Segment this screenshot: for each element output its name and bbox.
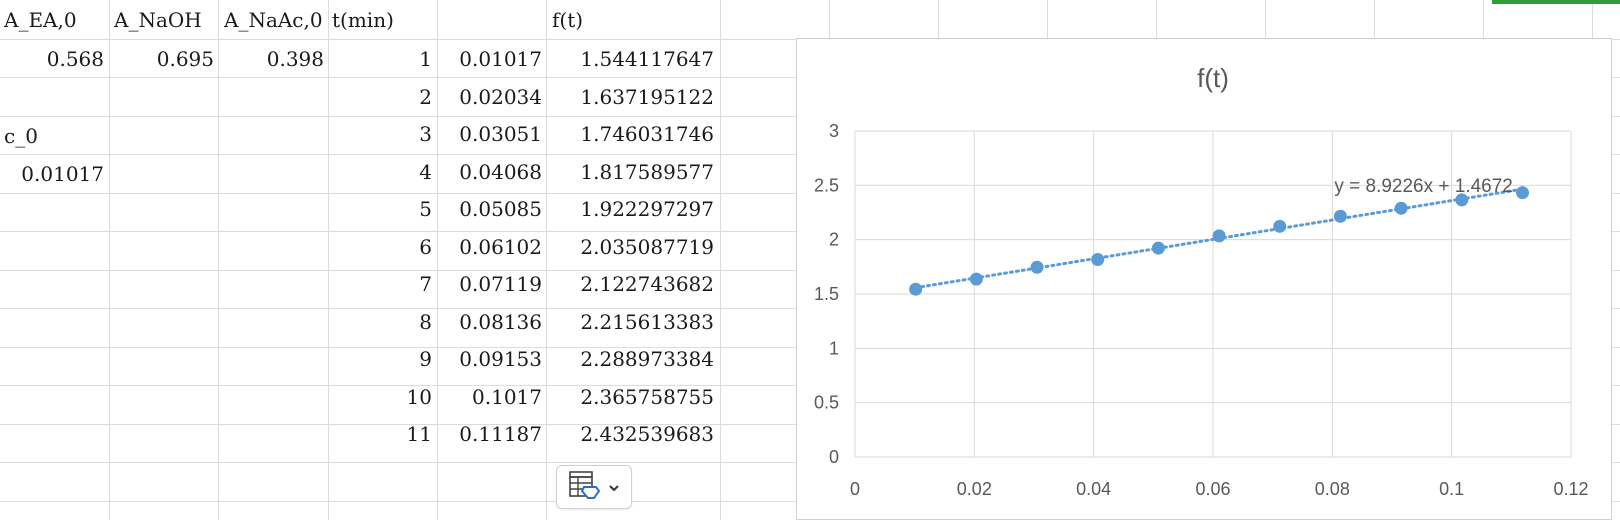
cell-time[interactable]: 9 — [419, 347, 432, 371]
cell-time[interactable]: 6 — [419, 234, 432, 259]
x-tick-label: 0.1 — [1439, 479, 1464, 499]
y-tick-label: 1 — [829, 338, 839, 358]
paste-options-icon — [568, 470, 602, 504]
cell-time[interactable]: 10 — [406, 384, 432, 409]
trendline-equation: y = 8.9226x + 1.4672 — [1334, 176, 1513, 197]
cell-time[interactable]: 5 — [419, 197, 432, 221]
scatter-chart[interactable]: f(t) 0 0.5 1 1.5 2 2.5 3 0 0.02 0.04 0.06 0.08 0.1 0.1… — [796, 38, 1612, 520]
column-gridline — [546, 0, 547, 520]
cell-time[interactable]: 1 — [419, 47, 432, 71]
data-point — [969, 272, 983, 286]
column-gridline — [218, 0, 219, 520]
y-tick-label: 1.5 — [814, 284, 839, 304]
cell-x[interactable]: 0.05085 — [459, 197, 542, 221]
data-point — [909, 282, 923, 296]
chart-title: f(t) — [1197, 63, 1229, 93]
cell-x[interactable]: 0.11187 — [459, 422, 542, 446]
cell-x[interactable]: 0.08136 — [459, 309, 542, 334]
cell-x[interactable]: 0.03051 — [459, 122, 542, 146]
cell-ft[interactable]: 1.817589577 — [580, 159, 714, 184]
x-tick-label: 0.12 — [1553, 479, 1588, 499]
cell-ft[interactable]: 1.544117647 — [580, 47, 714, 71]
header-cell-f[interactable]: f(t) — [552, 8, 584, 32]
data-point — [1212, 229, 1226, 243]
header-cell-b[interactable]: A_NaOH — [114, 8, 202, 32]
chart-canvas: f(t) 0 0.5 1 1.5 2 2.5 3 0 0.02 0.04 0.06 0.08 0.1 0.1… — [814, 63, 1589, 499]
x-tick-label: 0 — [850, 479, 860, 499]
data-point — [1091, 252, 1105, 266]
y-tick-label: 3 — [829, 121, 839, 141]
cell-ft[interactable]: 1.637195122 — [580, 84, 714, 109]
cell-x[interactable]: 0.07119 — [459, 272, 542, 296]
cell-a4[interactable]: c_0 — [4, 124, 38, 148]
cell-b2[interactable]: 0.695 — [156, 47, 214, 71]
header-cell-d[interactable]: t(min) — [332, 8, 394, 32]
data-point — [1273, 219, 1287, 233]
cell-ft[interactable]: 1.922297297 — [580, 197, 714, 221]
x-tick-label: 0.08 — [1315, 479, 1350, 499]
cell-time[interactable]: 4 — [419, 159, 432, 184]
column-gridline — [328, 0, 329, 520]
x-tick-label: 0.04 — [1076, 479, 1111, 499]
y-tick-label: 2 — [829, 230, 839, 250]
data-point — [1151, 241, 1165, 255]
cell-ft[interactable]: 2.215613383 — [580, 309, 714, 334]
cell-a5[interactable]: 0.01017 — [21, 162, 104, 186]
data-point — [1030, 260, 1044, 274]
active-sheet-indicator — [1492, 0, 1620, 4]
cell-ft[interactable]: 2.122743682 — [580, 272, 714, 296]
x-tick-label: 0.06 — [1195, 479, 1230, 499]
y-tick-label: 0 — [829, 447, 839, 467]
cell-x[interactable]: 0.09153 — [459, 347, 542, 371]
cell-a2[interactable]: 0.568 — [46, 47, 104, 71]
y-tick-label: 2.5 — [814, 175, 839, 195]
data-point — [1394, 201, 1408, 215]
header-cell-c[interactable]: A_NaAc,0 — [224, 8, 323, 32]
y-tick-label: 0.5 — [814, 393, 839, 413]
column-gridline — [109, 0, 110, 520]
column-gridline — [720, 0, 721, 520]
cell-x[interactable]: 0.02034 — [459, 84, 542, 109]
cell-x[interactable]: 0.06102 — [459, 234, 542, 259]
cell-time[interactable]: 8 — [419, 309, 432, 334]
x-tick-label: 0.02 — [957, 479, 992, 499]
cell-ft[interactable]: 2.035087719 — [580, 234, 714, 259]
chevron-down-icon — [608, 478, 620, 497]
column-gridline — [437, 0, 438, 520]
data-point — [1515, 186, 1529, 200]
cell-ft[interactable]: 1.746031746 — [580, 122, 714, 146]
data-point — [1455, 193, 1469, 207]
cell-time[interactable]: 2 — [419, 84, 432, 109]
cell-time[interactable]: 11 — [406, 422, 432, 446]
cell-ft[interactable]: 2.288973384 — [580, 347, 714, 371]
cell-x[interactable]: 0.01017 — [459, 47, 542, 71]
header-cell-a[interactable]: A_EA,0 — [4, 8, 77, 32]
data-point — [1333, 209, 1347, 223]
cell-time[interactable]: 3 — [419, 122, 432, 146]
cell-ft[interactable]: 2.432539683 — [580, 422, 714, 446]
cell-x[interactable]: 0.04068 — [459, 159, 542, 184]
cell-time[interactable]: 7 — [419, 272, 432, 296]
cell-c2[interactable]: 0.398 — [266, 47, 324, 71]
cell-ft[interactable]: 2.365758755 — [580, 384, 714, 409]
cell-x[interactable]: 0.1017 — [472, 384, 542, 409]
paste-options-button[interactable] — [556, 465, 632, 509]
